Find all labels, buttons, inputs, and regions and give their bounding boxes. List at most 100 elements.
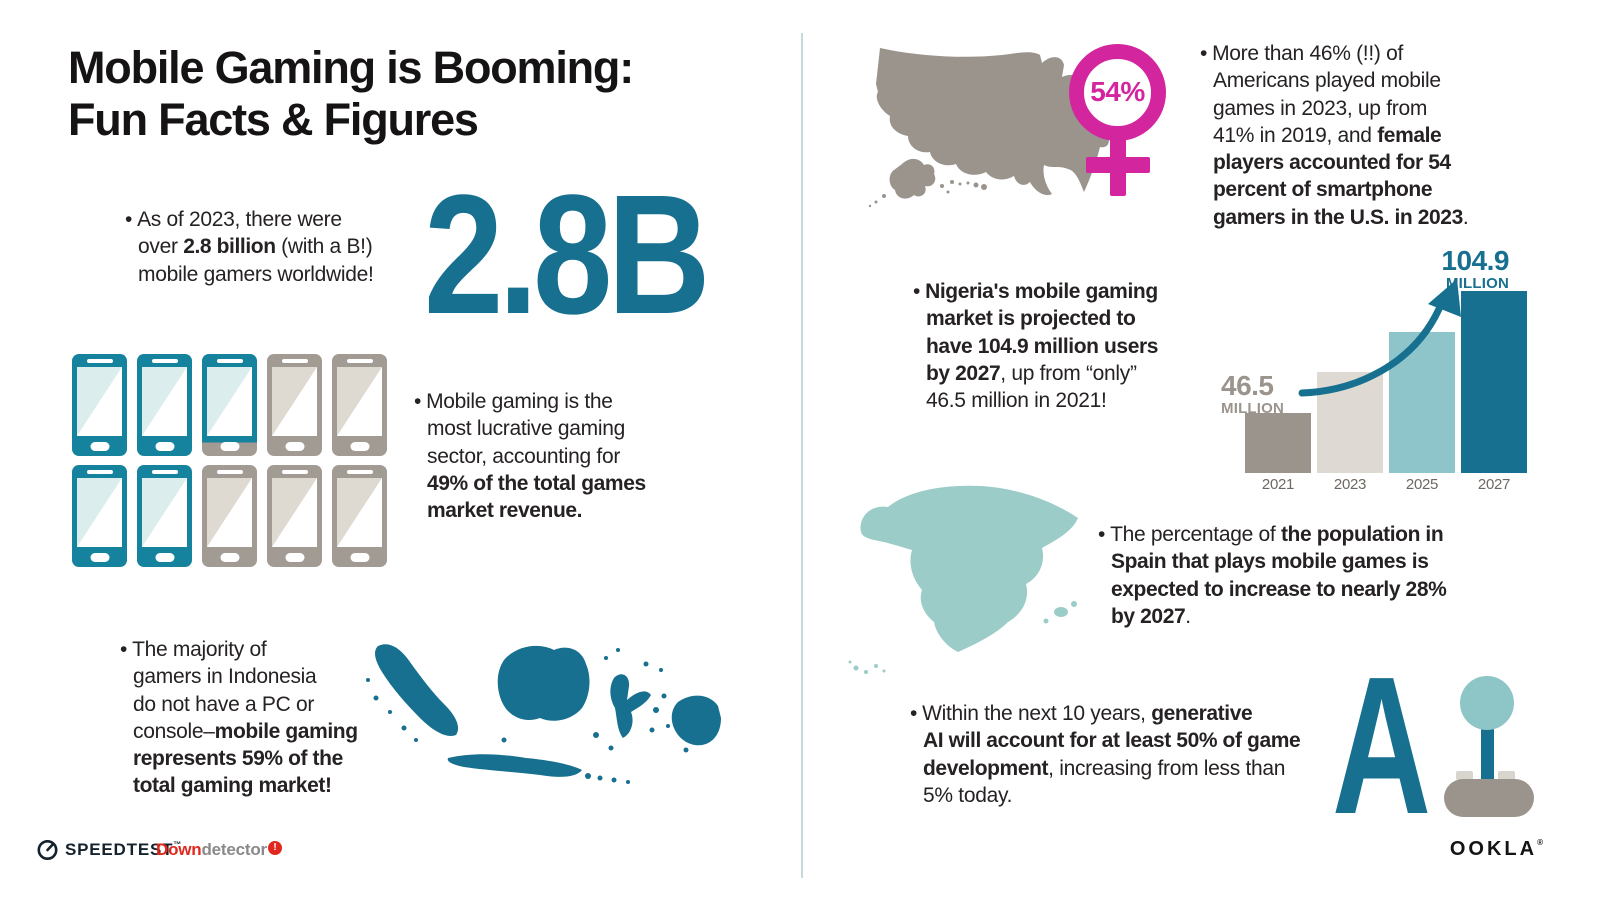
fact-nigeria-market: • Nigeria's mobile gaming market is proje… xyxy=(913,278,1208,414)
female-symbol-crossbar xyxy=(1086,157,1150,173)
fact-text: As of 2023, there were over xyxy=(137,208,342,259)
fact-text: The majority of gamers in Indonesia do n… xyxy=(132,638,317,743)
speedtest-gauge-icon xyxy=(37,840,58,860)
fact-text: , up from “only” 46.5 million in 2021! xyxy=(926,361,1137,413)
chart-bar-2021 xyxy=(1245,413,1311,473)
phone-icon xyxy=(332,465,387,567)
speedtest-logo: SPEEDTEST™ xyxy=(36,838,182,861)
female-symbol: 54% xyxy=(1069,44,1167,196)
phone-screen xyxy=(207,367,252,436)
fact-text: Within the next 10 years, xyxy=(922,702,1152,725)
phone-speaker xyxy=(346,470,373,474)
fact-text: More than 46% (!!) of Americans played m… xyxy=(1212,42,1441,147)
phone-screen xyxy=(272,478,317,547)
chart-bar-column: 2021 xyxy=(1245,413,1311,497)
chart-bar-2027 xyxy=(1461,291,1527,473)
phone-screen xyxy=(272,367,317,436)
fact-text-bold: female players accounted for 54 percent … xyxy=(1213,123,1463,229)
phone-screen xyxy=(337,367,382,436)
fact-text: , increasing from less than 5% today. xyxy=(923,756,1286,807)
fact-text: The percentage of xyxy=(1110,523,1281,546)
phone-speaker xyxy=(281,359,308,363)
phone-home xyxy=(285,442,304,451)
bullet-marker: • xyxy=(414,390,422,413)
phone-speaker xyxy=(151,359,178,363)
spain-map xyxy=(848,485,1078,674)
joystick-ball xyxy=(1460,676,1514,730)
fact-text-bold: 2.8 billion xyxy=(183,235,276,259)
phone-screen xyxy=(77,478,122,547)
downdetector-detector-label: detector xyxy=(201,840,267,859)
chart-end-unit: MILLION xyxy=(1445,274,1509,292)
chart-year-label: 2021 xyxy=(1261,476,1295,493)
phone-screen xyxy=(142,478,187,547)
phone-speaker xyxy=(216,470,243,474)
phone-icon xyxy=(202,354,257,456)
fact-indonesia: • The majority of gamers in Indonesia do … xyxy=(120,636,395,800)
phone-pictograph xyxy=(72,354,387,567)
phone-icon xyxy=(137,465,192,567)
phone-icon xyxy=(332,354,387,456)
vertical-divider xyxy=(801,33,803,878)
ai-joystick-graphic: A xyxy=(1332,635,1537,855)
fact-text: Mobile gaming is the most lucrative gami… xyxy=(426,390,625,468)
phone-icon xyxy=(267,465,322,567)
joystick-base xyxy=(1444,779,1534,817)
phone-home xyxy=(285,553,304,562)
phone-speaker xyxy=(346,359,373,363)
chart-bar-column: 2023 xyxy=(1317,372,1383,497)
trademark-mark: ™ xyxy=(173,839,183,849)
phone-icon xyxy=(202,465,257,567)
bullet-marker: • xyxy=(1098,523,1106,546)
phone-home xyxy=(155,553,174,562)
fact-usa-players: • More than 46% (!!) of Americans played … xyxy=(1200,40,1495,231)
page-title-line1: Mobile Gaming is Booming: xyxy=(68,42,634,93)
bullet-marker: • xyxy=(125,208,133,231)
joystick-stick xyxy=(1481,726,1494,788)
chart-start-unit: MILLION xyxy=(1221,399,1285,417)
downdetector-down-label: Down xyxy=(156,840,202,859)
fact-text: . xyxy=(1462,205,1469,229)
chart-year-label: 2023 xyxy=(1333,476,1367,493)
phone-home xyxy=(90,442,109,451)
chart-year-label: 2027 xyxy=(1477,476,1511,493)
speedtest-label: SPEEDTEST xyxy=(65,839,174,859)
phone-home xyxy=(350,442,369,451)
female-percentage-badge: 54% xyxy=(1090,76,1145,107)
ookla-label: OOKLA xyxy=(1449,838,1538,860)
phone-icon xyxy=(72,465,127,567)
fact-text-bold: Nigeria's mobile gaming market is projec… xyxy=(925,280,1159,385)
bar-chart-bars: 2021 2023 2025 2027 xyxy=(1245,291,1527,497)
bullet-marker: • xyxy=(910,702,918,725)
registered-mark: ® xyxy=(1537,838,1546,847)
phone-screen xyxy=(337,478,382,547)
ookla-logo: OOKLA® xyxy=(1450,838,1546,861)
phone-home xyxy=(220,553,239,562)
fact-text: (with a B!) mobile gamers worldwide! xyxy=(138,235,374,286)
phone-screen xyxy=(77,367,122,436)
chart-bar-column: 2025 xyxy=(1389,332,1455,497)
fact-text-bold: 49% of the total games market revenue. xyxy=(427,471,646,523)
usa-map xyxy=(868,48,1110,208)
phone-home xyxy=(155,442,174,451)
fact-generative-ai: • Within the next 10 years, generative AI… xyxy=(910,700,1345,809)
chart-bar-column: 2027 xyxy=(1461,291,1527,497)
ai-letter-a: A xyxy=(1332,635,1432,855)
phone-speaker xyxy=(151,470,178,474)
joystick-button xyxy=(1498,771,1515,780)
bullet-marker: • xyxy=(1200,42,1208,65)
page-title-line2: Fun Facts & Figures xyxy=(68,94,479,146)
phone-icon xyxy=(267,354,322,456)
phone-speaker xyxy=(281,470,308,474)
indonesia-map xyxy=(366,644,721,784)
phone-home xyxy=(220,442,239,451)
phone-screen xyxy=(142,367,187,436)
phone-icon xyxy=(72,354,127,456)
chart-start-value-label: 46.5 MILLION xyxy=(1221,372,1285,417)
fact-text: . xyxy=(1185,604,1191,628)
chart-end-value-label: 104.9 MILLION xyxy=(1441,247,1509,292)
phone-speaker xyxy=(216,359,243,363)
big-stat-2-8b: 2.8B xyxy=(424,160,711,350)
chart-bar-2023 xyxy=(1317,372,1383,473)
